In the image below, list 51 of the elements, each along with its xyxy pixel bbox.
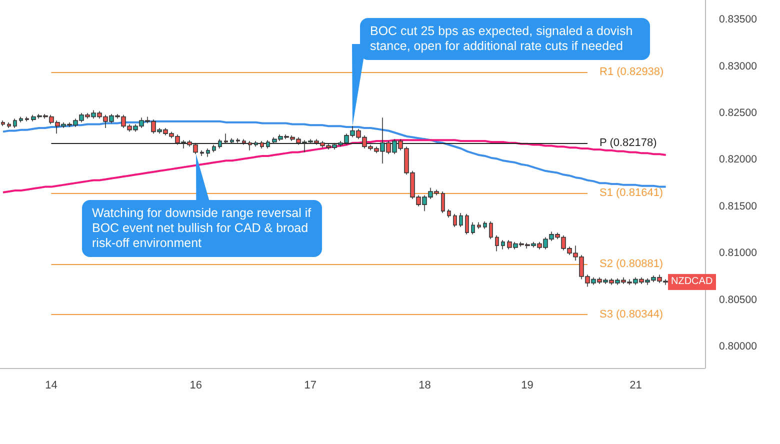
y-tick-label: 0.82000 <box>719 154 758 166</box>
annotation: Watching for downside range reversal if BOC event net bullish for CAD & broad risk-off environment <box>82 200 322 257</box>
candlestick <box>483 220 487 230</box>
candlestick <box>447 208 451 218</box>
candlestick <box>441 191 445 214</box>
candlestick <box>453 213 457 228</box>
candlestick <box>471 222 475 235</box>
candlestick <box>248 140 252 151</box>
annotation: NZDCAD <box>668 274 716 290</box>
line-series <box>2 120 667 188</box>
y-tick-label: 0.81000 <box>719 247 758 260</box>
candlestick <box>1 120 5 126</box>
y-tick-label: 0.83500 <box>719 14 758 26</box>
ref-line-label: P (0.82178) <box>600 137 657 150</box>
candlestick <box>501 240 505 250</box>
ref-line-label: S1 (0.81641) <box>600 187 664 200</box>
candlestick <box>25 116 29 122</box>
y-tick-label: 0.80000 <box>719 340 758 353</box>
x-tick-label: 21 <box>630 380 642 392</box>
candlestick <box>459 212 463 228</box>
ref-line-label: R1 (0.82938) <box>600 66 664 78</box>
annotation: BOC cut 25 bps as expected, signaled a dovish stance, open for additional rate cuts if needed <box>360 18 650 60</box>
candlestick <box>206 148 210 158</box>
candlestick <box>200 150 204 156</box>
candlestick <box>212 144 216 153</box>
ref-line-label: S2 (0.80881) <box>600 258 664 270</box>
x-tick-label: 16 <box>190 380 202 392</box>
candlestick <box>495 234 499 252</box>
candlestick <box>465 213 469 235</box>
candlestick <box>477 222 481 230</box>
y-tick-label: 0.81500 <box>719 200 758 212</box>
candlestick <box>242 138 246 146</box>
candlestick <box>13 118 17 128</box>
candlestick <box>218 138 222 149</box>
x-tick-label: 18 <box>418 380 431 392</box>
candlestick <box>224 133 228 144</box>
x-tick-label: 17 <box>304 380 316 392</box>
ref-line-label: S3 (0.80344) <box>600 308 664 320</box>
x-tick-label: 19 <box>521 380 534 392</box>
candlestick <box>19 116 23 123</box>
candlestick <box>266 140 270 149</box>
candlestick <box>489 220 493 240</box>
candlestick <box>254 140 258 148</box>
y-tick-label: 0.83000 <box>719 60 758 72</box>
candlestick <box>7 122 11 128</box>
candlestick <box>236 138 240 144</box>
y-tick-label: 0.82500 <box>719 107 758 120</box>
candlestick <box>230 138 234 144</box>
x-tick-label: 14 <box>45 380 58 392</box>
candlestick <box>260 140 264 149</box>
y-tick-label: 0.80500 <box>719 294 758 306</box>
